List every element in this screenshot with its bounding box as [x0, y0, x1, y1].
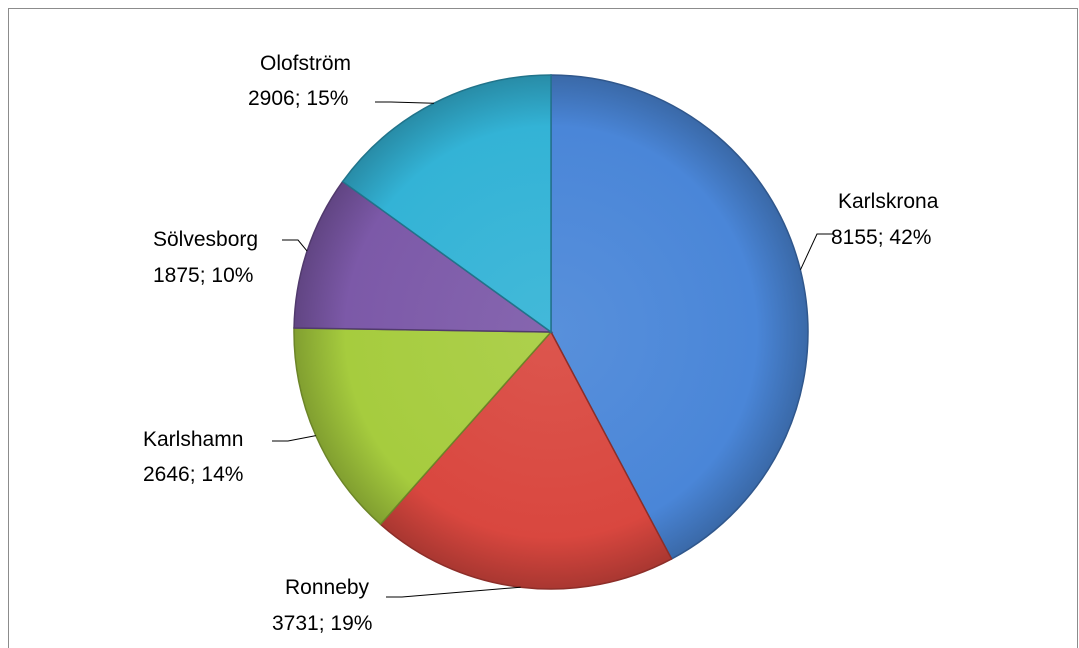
- slice-label-solvesborg: Sölvesborg: [153, 228, 258, 251]
- pie-slices: [293, 74, 809, 590]
- slice-value-ronneby: 3731; 19%: [272, 612, 372, 635]
- slice-value-olofstrom: 2906; 15%: [248, 87, 348, 110]
- slice-value-karlshamn: 2646; 14%: [143, 463, 243, 486]
- pie-slice-olofstrom: [341, 74, 552, 334]
- slice-value-solvesborg: 1875; 10%: [153, 264, 253, 287]
- slice-label-karlshamn: Karlshamn: [143, 428, 243, 451]
- slice-label-ronneby: Ronneby: [285, 576, 370, 599]
- leader-line-karlskrona: [799, 233, 833, 271]
- pie-slice-ronneby: [379, 330, 673, 590]
- leader-line-solvesborg: [282, 239, 308, 252]
- leader-line-olofstrom: [375, 101, 435, 104]
- leader-line-ronneby: [386, 586, 521, 598]
- slice-label-olofstrom: Olofström: [260, 52, 351, 75]
- pie-slice-karlshamn: [293, 327, 553, 526]
- leader-lines: [272, 101, 833, 598]
- slice-label-karlskrona: Karlskrona: [838, 190, 939, 213]
- slice-value-karlskrona: 8155; 42%: [831, 226, 931, 249]
- data-labels: Karlskrona 8155; 42% Ronneby 3731; 19% K…: [143, 52, 939, 635]
- leader-line-karlshamn: [272, 435, 316, 442]
